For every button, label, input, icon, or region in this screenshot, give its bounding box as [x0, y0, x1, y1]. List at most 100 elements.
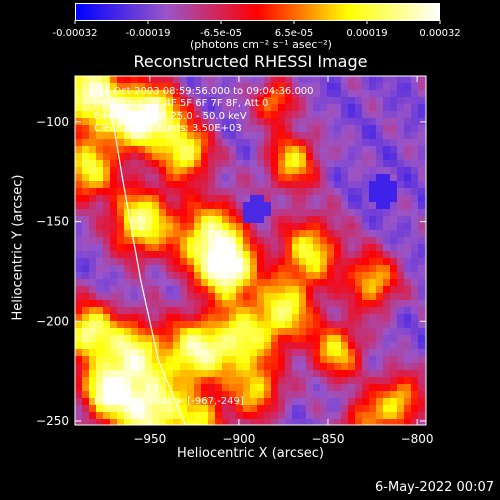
heatmap-cell — [250, 223, 257, 230]
heatmap-cell — [397, 202, 404, 209]
heatmap-cell — [229, 328, 236, 335]
heatmap-cell — [348, 153, 355, 160]
heatmap-cell — [264, 293, 271, 300]
footer-timestamp: 6-May-2022 00:07 — [375, 480, 494, 495]
heatmap-cell — [271, 377, 278, 384]
heatmap-cell — [229, 237, 236, 244]
heatmap-cell — [397, 90, 404, 97]
heatmap-cell — [236, 83, 243, 90]
heatmap-cell — [292, 160, 299, 167]
heatmap-cell — [264, 377, 271, 384]
heatmap-cell — [383, 216, 390, 223]
heatmap-cell — [89, 153, 96, 160]
heatmap-cell — [229, 181, 236, 188]
heatmap-cell — [278, 181, 285, 188]
heatmap-cell — [404, 111, 411, 118]
heatmap-cell — [96, 90, 103, 97]
heatmap-cell — [110, 237, 117, 244]
heatmap-cell — [89, 202, 96, 209]
heatmap-cell — [397, 321, 404, 328]
heatmap-cell — [131, 307, 138, 314]
heatmap-cell — [306, 265, 313, 272]
heatmap-cell — [285, 167, 292, 174]
heatmap-cell — [418, 251, 425, 258]
heatmap-cell — [159, 202, 166, 209]
heatmap-cell — [250, 167, 257, 174]
heatmap-cell — [285, 398, 292, 405]
heatmap-cell — [110, 265, 117, 272]
heatmap-cell — [299, 384, 306, 391]
heatmap-cell — [145, 209, 152, 216]
heatmap-cell — [369, 188, 376, 195]
heatmap-cell — [404, 300, 411, 307]
heatmap-cell — [222, 286, 229, 293]
heatmap-cell — [306, 405, 313, 412]
heatmap-cell — [82, 391, 89, 398]
heatmap-cell — [411, 139, 418, 146]
heatmap-cell — [355, 216, 362, 223]
heatmap-cell — [264, 321, 271, 328]
heatmap-cell — [320, 153, 327, 160]
heatmap-cell — [131, 265, 138, 272]
heatmap-cell — [124, 160, 131, 167]
heatmap-cell — [348, 188, 355, 195]
heatmap-cell — [306, 342, 313, 349]
heatmap-cell — [222, 335, 229, 342]
heatmap-cell — [411, 384, 418, 391]
heatmap-cell — [327, 181, 334, 188]
heatmap-cell — [201, 111, 208, 118]
heatmap-cell — [159, 216, 166, 223]
heatmap-cell — [362, 139, 369, 146]
heatmap-cell — [264, 349, 271, 356]
heatmap-cell — [292, 195, 299, 202]
heatmap-cell — [229, 251, 236, 258]
heatmap-cell — [124, 265, 131, 272]
heatmap-cell — [131, 349, 138, 356]
heatmap-cell — [236, 349, 243, 356]
heatmap-cell — [152, 132, 159, 139]
heatmap-cell — [145, 272, 152, 279]
heatmap-cell — [222, 349, 229, 356]
heatmap-cell — [110, 181, 117, 188]
heatmap-cell — [299, 405, 306, 412]
heatmap-cell — [201, 216, 208, 223]
heatmap-cell — [341, 279, 348, 286]
heatmap-cell — [334, 104, 341, 111]
heatmap-cell — [75, 384, 82, 391]
heatmap-cell — [187, 237, 194, 244]
heatmap-cell — [299, 188, 306, 195]
heatmap-cell — [243, 90, 250, 97]
heatmap-cell — [166, 209, 173, 216]
heatmap-cell — [278, 237, 285, 244]
heatmap-cell — [271, 230, 278, 237]
heatmap-cell — [313, 342, 320, 349]
heatmap-cell — [418, 321, 425, 328]
heatmap-cell — [166, 342, 173, 349]
heatmap-cell — [334, 342, 341, 349]
heatmap-cell — [82, 76, 89, 83]
heatmap-cell — [411, 412, 418, 419]
heatmap-cell — [292, 104, 299, 111]
heatmap-cell — [362, 293, 369, 300]
heatmap-cell — [215, 244, 222, 251]
heatmap-cell — [236, 300, 243, 307]
heatmap-cell — [292, 279, 299, 286]
heatmap-cell — [89, 181, 96, 188]
heatmap-cell — [173, 258, 180, 265]
heatmap-cell — [264, 181, 271, 188]
heatmap-cell — [110, 104, 117, 111]
heatmap-cell — [285, 321, 292, 328]
heatmap-cell — [257, 265, 264, 272]
heatmap-cell — [257, 363, 264, 370]
heatmap-cell — [404, 251, 411, 258]
heatmap-cell — [341, 265, 348, 272]
heatmap-cell — [229, 258, 236, 265]
heatmap-cell — [376, 328, 383, 335]
heatmap-cell — [96, 83, 103, 90]
annotation-detectors: Detectors: 3F 4F 5F 6F 7F 8F, Att 0 — [94, 98, 269, 109]
heatmap-cell — [194, 153, 201, 160]
heatmap-cell — [257, 335, 264, 342]
heatmap-cell — [264, 90, 271, 97]
heatmap-cell — [103, 76, 110, 83]
heatmap-cell — [124, 377, 131, 384]
